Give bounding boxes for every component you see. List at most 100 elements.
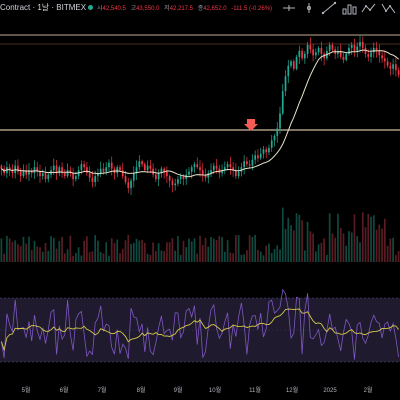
- ohlc-change-value: -111.5 (-0.26%): [231, 6, 273, 12]
- volume-bar: [246, 250, 248, 262]
- candle: [72, 167, 74, 187]
- candle: [138, 155, 141, 171]
- volume-bar: [135, 238, 138, 262]
- volume-bar: [50, 236, 52, 262]
- volume-bar: [273, 248, 276, 262]
- bar-pattern-icon[interactable]: [340, 1, 358, 15]
- candle: [290, 59, 292, 69]
- candle: [281, 83, 284, 116]
- volume-bar: [309, 231, 312, 262]
- volume-bar: [105, 242, 108, 262]
- volume-bar: [47, 250, 50, 262]
- volume-bar: [303, 250, 306, 262]
- zigzag-icon[interactable]: [360, 1, 378, 15]
- candle: [108, 159, 110, 172]
- candle: [331, 42, 334, 52]
- candle: [36, 161, 39, 177]
- zigzag-down-icon[interactable]: [380, 1, 398, 15]
- candle: [240, 162, 243, 177]
- x-tick-label: 8월: [137, 386, 146, 394]
- candle: [397, 67, 400, 78]
- horizontal-line-icon[interactable]: [280, 1, 298, 15]
- ohlc-readout: 시42,540.5 고43,550.0 저42,217.5 종42,652.0 …: [97, 3, 275, 12]
- volume-bar: [88, 252, 91, 262]
- candle: [348, 43, 350, 56]
- volume-bar: [356, 236, 359, 262]
- volume-bar: [127, 234, 130, 262]
- candle: [254, 150, 257, 165]
- candle: [135, 160, 138, 181]
- candle: [381, 51, 383, 63]
- candle: [11, 164, 14, 178]
- volume-bar: [301, 220, 303, 262]
- volume-bar: [395, 255, 397, 262]
- volume-bar: [22, 236, 25, 262]
- volume-bar: [389, 238, 392, 262]
- candle: [83, 160, 85, 172]
- candle: [326, 46, 328, 61]
- candle: [229, 156, 232, 175]
- volume-bar: [342, 233, 345, 262]
- candle: [359, 34, 361, 53]
- x-tick-label: 2025: [323, 388, 337, 394]
- volume-bar: [295, 213, 298, 262]
- volume-bar: [28, 236, 30, 262]
- candle: [69, 166, 72, 177]
- candle: [124, 170, 127, 185]
- candle: [315, 48, 317, 60]
- vertical-line-icon[interactable]: [300, 1, 318, 15]
- volume-bar: [339, 227, 342, 262]
- candle: [152, 163, 154, 178]
- candle: [353, 38, 356, 57]
- volume-bar: [312, 233, 314, 262]
- candle: [378, 44, 381, 63]
- volume-bar: [223, 251, 226, 262]
- volume-bar: [146, 253, 149, 262]
- volume-bar: [179, 254, 182, 262]
- trend-line-icon[interactable]: [320, 1, 338, 15]
- volume-bar: [66, 249, 69, 262]
- candle: [63, 169, 66, 179]
- candle: [383, 51, 386, 69]
- volume-bar: [52, 237, 55, 262]
- volume-bar: [91, 251, 94, 262]
- candle: [306, 41, 309, 59]
- volume-bar: [110, 238, 113, 262]
- volume-bar: [108, 255, 110, 262]
- candle: [268, 144, 270, 156]
- candle: [33, 160, 36, 179]
- candle: [86, 162, 88, 177]
- volume-bar: [229, 252, 232, 262]
- volume-bar: [348, 231, 350, 262]
- candle: [157, 169, 160, 186]
- candle: [287, 59, 290, 84]
- volume-bar: [3, 253, 5, 262]
- volume-bar: [168, 242, 171, 262]
- volume-bar: [94, 235, 97, 262]
- volume-bar: [328, 213, 331, 262]
- volume-bar: [193, 238, 196, 262]
- candle: [99, 161, 102, 178]
- oscillator-pane: [0, 288, 400, 363]
- candle: [257, 149, 259, 162]
- volume-bar: [350, 232, 353, 262]
- volume-bar: [6, 235, 8, 262]
- volume-bar: [386, 245, 389, 262]
- volume-bar: [331, 233, 334, 262]
- volume-bar: [281, 207, 284, 262]
- volume-bar: [370, 216, 372, 262]
- x-tick-label: 9월: [174, 386, 183, 394]
- drawing-toolbar: [278, 1, 398, 15]
- volume-bar: [102, 253, 105, 262]
- candle: [160, 166, 163, 178]
- candle: [323, 51, 325, 66]
- x-tick-label: 10월: [209, 386, 221, 394]
- x-tick-label: 11월: [249, 386, 261, 394]
- volume-bar: [317, 244, 320, 262]
- volume-bar: [381, 228, 383, 262]
- ohlc-close-label: 종: [197, 6, 204, 12]
- volume-bar: [83, 240, 85, 262]
- volume-bar: [251, 236, 254, 262]
- volume-bar: [248, 235, 251, 262]
